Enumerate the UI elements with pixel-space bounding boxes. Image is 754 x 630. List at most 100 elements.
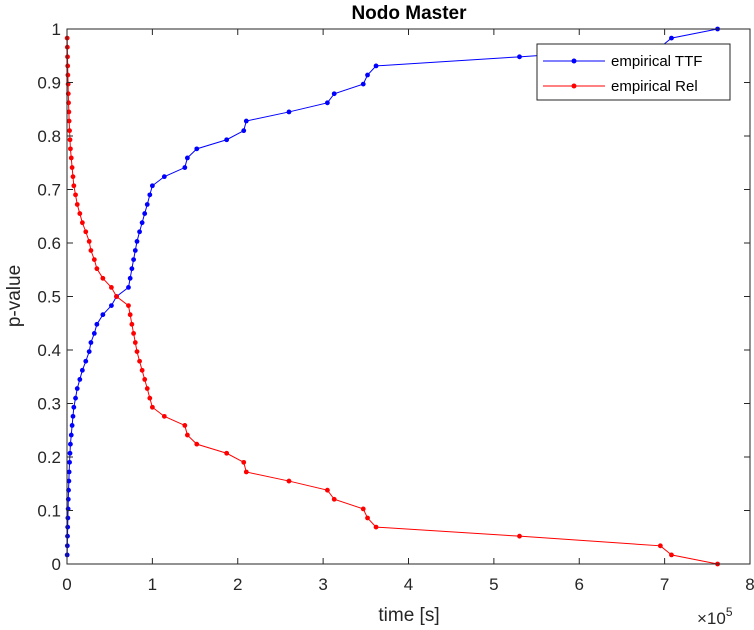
data-point-rel [224, 450, 230, 456]
data-point-rel [91, 257, 97, 262]
data-point-ttf [69, 423, 75, 428]
data-point-rel [517, 533, 522, 539]
legend-label-rel: empirical Rel [611, 78, 698, 95]
data-point-ttf [224, 137, 230, 143]
data-point-ttf [194, 146, 200, 152]
x-axis-exponent-base: ×10 [697, 609, 726, 628]
data-point-ttf [127, 275, 133, 281]
data-point-rel [161, 413, 167, 419]
data-point-rel [360, 506, 366, 512]
data-point-rel [241, 459, 247, 465]
data-point-rel [132, 340, 138, 345]
data-point-ttf [331, 91, 337, 97]
data-point-rel [86, 239, 92, 244]
data-point-ttf [243, 118, 249, 124]
data-point-rel [66, 118, 72, 124]
y-tick-label: 0.3 [37, 395, 61, 414]
data-point-ttf [139, 220, 145, 226]
x-tick-label: 5 [489, 575, 498, 594]
data-point-ttf [134, 239, 140, 244]
data-point-rel [129, 321, 135, 327]
data-point-rel [68, 155, 74, 161]
data-point-ttf [94, 321, 100, 327]
data-point-ttf [142, 211, 148, 216]
x-axis-exponent: ×105 [697, 605, 733, 628]
data-point-ttf [241, 128, 247, 134]
data-point-ttf [77, 377, 83, 382]
data-point-rel [331, 496, 337, 502]
data-point-rel [94, 266, 100, 272]
x-tick-label: 3 [318, 575, 327, 594]
data-point-rel [657, 543, 663, 549]
data-point-ttf [71, 404, 77, 410]
y-tick-label: 0.1 [37, 502, 61, 521]
series-rel [64, 35, 720, 567]
data-point-rel [65, 63, 71, 69]
x-tick-label: 2 [233, 575, 242, 594]
data-point-rel [144, 386, 150, 391]
legend-marker-ttf [571, 58, 577, 64]
series-layer [64, 26, 720, 567]
y-tick-label: 1 [52, 20, 61, 39]
x-tick-label: 7 [660, 575, 669, 594]
data-point-rel [79, 220, 85, 226]
data-point-rel [83, 229, 89, 235]
data-point-rel [126, 303, 131, 308]
y-axis-label: p-value [4, 265, 25, 327]
data-point-ttf [109, 303, 114, 308]
data-point-rel [67, 128, 72, 134]
data-point-ttf [669, 35, 674, 41]
data-point-ttf [126, 285, 131, 290]
data-point-ttf [360, 81, 366, 87]
x-tick-label: 4 [404, 575, 413, 594]
data-point-ttf [182, 165, 188, 170]
data-point-ttf [65, 515, 71, 521]
y-tick-label: 0.8 [37, 127, 61, 146]
data-point-ttf [65, 524, 71, 530]
data-point-rel [127, 312, 133, 318]
data-point-ttf [286, 109, 292, 115]
data-point-ttf [65, 533, 70, 539]
data-point-rel [65, 72, 71, 78]
data-point-ttf [100, 312, 106, 318]
data-point-rel [134, 349, 140, 355]
data-point-rel [324, 487, 330, 493]
data-point-ttf [184, 155, 190, 161]
data-point-rel [243, 469, 249, 475]
x-tick-label: 0 [62, 575, 71, 594]
data-point-rel [184, 432, 190, 438]
data-point-ttf [137, 229, 142, 235]
data-point-rel [88, 248, 94, 253]
data-point-ttf [79, 367, 85, 373]
data-point-ttf [68, 441, 73, 447]
data-point-ttf [88, 340, 94, 345]
data-point-rel [71, 183, 77, 189]
legend-marker-rel [571, 83, 577, 89]
data-point-ttf [517, 54, 522, 60]
y-tick-label: 0.9 [37, 74, 61, 93]
data-point-rel [142, 377, 148, 382]
data-point-ttf [86, 349, 92, 355]
data-point-rel [74, 202, 80, 207]
legend-box [536, 43, 731, 101]
data-point-ttf [83, 358, 89, 364]
data-point-rel [365, 515, 370, 521]
data-point-rel [73, 192, 78, 198]
data-point-rel [66, 109, 72, 115]
data-point-ttf [365, 72, 370, 78]
y-tick-label: 0.7 [37, 181, 61, 200]
data-point-rel [114, 294, 119, 299]
x-tick-label: 8 [745, 575, 754, 594]
data-point-ttf [324, 100, 330, 106]
data-point-rel [69, 165, 75, 170]
data-point-ttf [67, 459, 72, 465]
data-point-rel [100, 275, 106, 281]
data-point-ttf [373, 63, 379, 69]
data-point-rel [68, 146, 73, 152]
x-tick-label: 6 [575, 575, 584, 594]
legend: empirical TTF empirical Rel [536, 43, 731, 101]
y-tick-label: 0 [52, 555, 61, 574]
data-point-rel [131, 331, 136, 336]
data-point-ttf [70, 413, 76, 419]
